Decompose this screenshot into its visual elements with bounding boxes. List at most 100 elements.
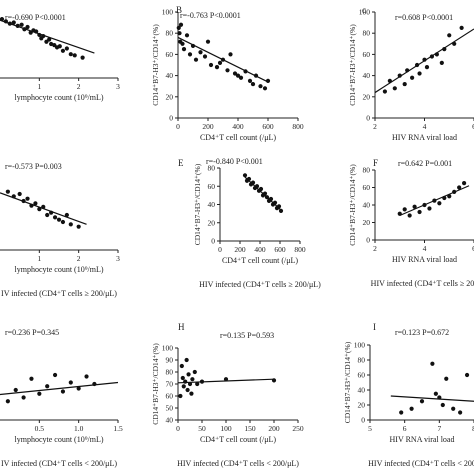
- data-point: [189, 391, 194, 396]
- data-point: [243, 69, 248, 74]
- y-axis-label: CD14⁺B7-H3⁺/CD14⁺(%): [348, 24, 357, 106]
- y-tick-label: 50: [166, 404, 174, 413]
- data-point: [29, 203, 34, 208]
- data-point: [76, 386, 81, 391]
- data-point: [41, 204, 46, 209]
- x-tick-label: 50: [198, 424, 206, 433]
- regression-line: [390, 395, 474, 402]
- data-point: [37, 207, 42, 212]
- regression-line: [0, 19, 95, 54]
- data-point: [190, 43, 196, 49]
- data-point: [52, 215, 58, 220]
- correlation-stat: r=-0.573 P=0.003: [5, 162, 62, 171]
- data-point: [68, 380, 73, 385]
- data-point: [25, 196, 30, 201]
- data-point: [407, 213, 412, 218]
- y-tick-label: 40: [363, 71, 371, 80]
- data-point: [262, 191, 268, 196]
- data-point: [179, 363, 184, 369]
- data-point: [72, 53, 77, 58]
- y-tick-label: 80: [363, 166, 371, 175]
- data-point: [422, 57, 427, 62]
- data-point: [208, 62, 214, 68]
- panel-letter: c: [362, 5, 366, 15]
- data-point: [430, 361, 435, 366]
- data-point: [458, 410, 463, 415]
- y-tick-label: 100: [162, 8, 174, 17]
- data-point: [84, 374, 89, 379]
- x-axis-label: lymphocyte count (10⁹/mL): [15, 265, 104, 274]
- data-point: [432, 198, 437, 203]
- data-point: [265, 78, 271, 83]
- x-tick-label: 2: [77, 82, 81, 91]
- data-point: [459, 25, 464, 30]
- panel-caption: IV infected (CD4⁺T cells ≥ 200/μL): [1, 289, 117, 298]
- data-point: [198, 50, 203, 55]
- x-tick-label: 6: [472, 122, 474, 131]
- data-point: [452, 41, 457, 46]
- data-point: [387, 78, 392, 83]
- x-tick-label: 2: [373, 244, 377, 253]
- data-point: [17, 191, 22, 197]
- data-point: [5, 189, 10, 194]
- panel-caption: HIV infected (CD4⁺T cells ≥ 200/μL): [199, 280, 321, 289]
- x-tick-label: 0.5: [35, 424, 45, 433]
- data-point: [187, 52, 193, 57]
- data-point: [37, 32, 42, 38]
- data-point: [34, 29, 39, 34]
- data-point: [419, 399, 425, 404]
- correlation-stat: r=0.608 P<0.0001: [395, 13, 453, 22]
- correlation-stat: r=-0.840 P<0.001: [206, 157, 263, 166]
- x-tick-label: 400: [254, 245, 266, 254]
- data-point: [457, 185, 462, 190]
- data-point: [437, 201, 442, 206]
- data-point: [183, 379, 188, 384]
- x-tick-label: 800: [292, 122, 304, 131]
- x-tick-label: 1: [37, 254, 41, 263]
- data-point: [60, 48, 66, 53]
- y-tick-label: 40: [363, 201, 371, 210]
- panel-caption: IV infected (CD4⁺T cells < 200/μL): [1, 459, 117, 468]
- data-point: [64, 46, 69, 51]
- data-point: [437, 395, 442, 400]
- correlation-stat: r=0.123 P=0.672: [395, 328, 449, 337]
- data-point: [60, 389, 66, 394]
- y-tick-label: 80: [208, 164, 216, 173]
- data-point: [3, 19, 8, 24]
- data-point: [232, 71, 238, 76]
- y-tick-label: 60: [208, 182, 216, 191]
- data-point: [464, 372, 470, 378]
- x-axis-label: lymphocyte count (10⁹/mL): [15, 435, 104, 444]
- data-point: [442, 195, 447, 201]
- data-point: [181, 47, 187, 52]
- x-tick-label: 2: [373, 122, 377, 131]
- data-point: [60, 219, 66, 225]
- data-point: [250, 81, 256, 87]
- x-tick-label: 7: [437, 424, 441, 433]
- x-tick-label: 4: [423, 244, 427, 253]
- data-point: [205, 39, 211, 44]
- data-point: [176, 25, 181, 30]
- y-tick-label: 100: [354, 341, 366, 350]
- data-point: [258, 186, 264, 192]
- data-point: [451, 406, 456, 411]
- data-point: [180, 41, 185, 46]
- data-point: [424, 65, 430, 70]
- x-axis-label: HIV RNA viral load: [392, 133, 457, 142]
- data-point: [382, 89, 387, 94]
- data-point: [405, 68, 410, 73]
- data-point: [45, 384, 50, 389]
- data-point: [429, 54, 435, 59]
- x-axis-label: HIV RNA viral load: [390, 435, 455, 444]
- x-tick-label: 150: [244, 424, 256, 433]
- correlation-stat: r=-0.763 P<0.0001: [180, 11, 241, 20]
- y-tick-label: 0: [366, 114, 370, 123]
- data-point: [254, 184, 260, 189]
- data-point: [238, 75, 244, 80]
- x-tick-label: 6: [403, 424, 407, 433]
- data-point: [21, 395, 26, 400]
- data-point: [247, 78, 253, 83]
- data-point: [56, 217, 62, 222]
- data-point: [397, 211, 402, 216]
- panel-h: H 0 50 100 150 200 250 40 50 60 70 80 90 100 r=0.135 P…: [151, 322, 304, 468]
